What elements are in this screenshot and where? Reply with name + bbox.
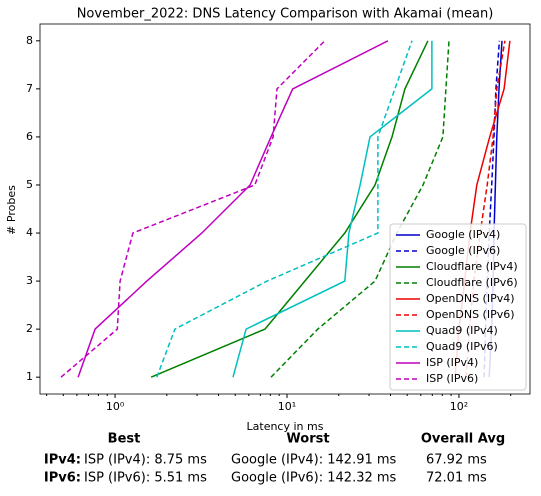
summary-avg: 67.92 ms <box>426 453 487 468</box>
summary-worst: Google (IPv4): 142.91 ms <box>231 453 397 468</box>
summary-header: Overall Avg <box>421 432 505 447</box>
legend-label: OpenDNS (IPv4) <box>426 292 515 305</box>
y-tick-label: 3 <box>26 274 33 287</box>
y-tick-label: 2 <box>26 322 33 335</box>
x-tick-label: 10² <box>450 400 468 413</box>
y-tick-label: 5 <box>26 178 33 191</box>
series-line <box>232 40 433 378</box>
legend-label: OpenDNS (IPv6) <box>426 308 515 321</box>
legend-box <box>389 223 527 391</box>
series-line <box>60 40 326 378</box>
y-tick-label: 8 <box>26 34 33 47</box>
summary-header: Worst <box>286 432 329 447</box>
summary-row-label: IPv4: <box>44 453 81 468</box>
summary-worst: Google (IPv6): 142.32 ms <box>231 471 397 486</box>
summary-best: ISP (IPv6): 5.51 ms <box>84 471 207 486</box>
legend-label: Quad9 (IPv6) <box>426 340 498 353</box>
y-tick-label: 1 <box>26 370 33 383</box>
y-tick-label: 7 <box>26 82 33 95</box>
x-axis-label: Latency in ms <box>247 420 324 433</box>
plot-frame <box>39 23 531 395</box>
summary-avg: 72.01 ms <box>426 471 487 486</box>
x-tick-label: 10⁰ <box>106 400 125 413</box>
series-line <box>150 40 429 378</box>
summary-header: Best <box>108 432 141 447</box>
y-tick-label: 6 <box>26 130 33 143</box>
legend-label: Google (IPv4) <box>426 228 500 241</box>
legend-label: ISP (IPv4) <box>426 356 478 369</box>
y-axis-label: # Probes <box>5 185 18 235</box>
series-line <box>156 40 413 378</box>
series-line <box>77 40 389 378</box>
x-tick-label: 10¹ <box>278 400 296 413</box>
summary-row-label: IPv6: <box>44 471 81 486</box>
legend-label: Google (IPv6) <box>426 244 500 257</box>
y-tick-label: 4 <box>26 226 33 239</box>
legend-label: Quad9 (IPv4) <box>426 324 498 337</box>
chart-title: November_2022: DNS Latency Comparison wi… <box>77 7 494 22</box>
legend-label: ISP (IPv6) <box>426 372 478 385</box>
legend-label: Cloudflare (IPv4) <box>426 260 518 273</box>
legend-label: Cloudflare (IPv6) <box>426 276 518 289</box>
summary-best: ISP (IPv4): 8.75 ms <box>84 453 207 468</box>
